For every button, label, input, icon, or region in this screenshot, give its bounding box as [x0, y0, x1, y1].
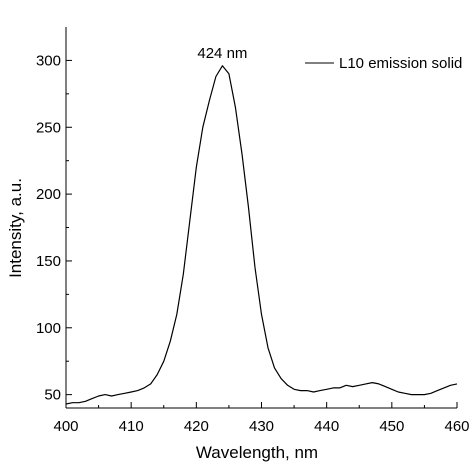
x-tick-label: 400 [53, 418, 78, 435]
series-line-emission [65, 65, 458, 405]
legend-label: L10 emission solid [339, 55, 462, 72]
ticks: 400 410 420 430 440 450 460 50 100 150 200 250 300 [36, 52, 470, 435]
legend: L10 emission solid [305, 55, 462, 72]
y-tick-label: 150 [36, 253, 61, 270]
x-tick-label: 420 [184, 418, 209, 435]
y-tick-label: 200 [36, 186, 61, 203]
annotations-layer: 424 nm [197, 45, 247, 62]
x-tick-label: 450 [379, 418, 404, 435]
x-tick-label: 410 [119, 418, 144, 435]
x-tick-label: 430 [249, 418, 274, 435]
y-tick-label: 100 [36, 320, 61, 337]
peak-annotation: 424 nm [197, 45, 247, 62]
x-tick-label: 440 [314, 418, 339, 435]
x-axis-title: Wavelength, nm [196, 443, 318, 462]
y-tick-label: 250 [36, 119, 61, 136]
y-tick-label: 50 [44, 387, 61, 404]
series-layer [65, 65, 458, 405]
y-axis-title: Intensity, a.u. [6, 178, 25, 278]
y-tick-label: 300 [36, 52, 61, 69]
x-tick-label: 460 [444, 418, 469, 435]
